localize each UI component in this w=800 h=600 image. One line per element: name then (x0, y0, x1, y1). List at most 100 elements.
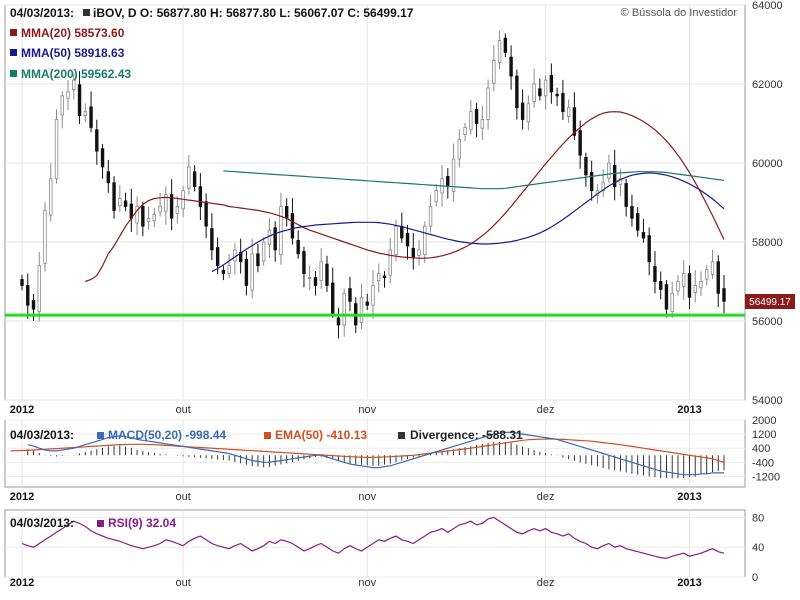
candle-body (123, 200, 128, 207)
time-tick-label: nov (358, 577, 376, 589)
macd-plot (10, 431, 725, 479)
grid-lines (5, 4, 745, 578)
time-tick-label: 2012 (10, 491, 34, 503)
ohlc-values: iBOV, D O: 56877.80 H: 56877.80 L: 56067… (93, 6, 414, 20)
macd-legend-swatch (97, 432, 104, 439)
candle-body (503, 37, 508, 53)
candle-body (158, 206, 162, 213)
price-tick-label: 56000 (752, 316, 783, 328)
candle-body (457, 138, 462, 160)
candle-body (566, 107, 571, 117)
candle-body (549, 74, 554, 93)
candle-body (60, 95, 64, 116)
candle-body (520, 102, 525, 120)
time-tick-label: 2012 (10, 577, 34, 589)
macd-header: 04/03/2013: MACD(50,20) -998.44 EMA(50) … (10, 428, 523, 442)
candle-body (238, 251, 243, 263)
candle-body (175, 206, 180, 214)
candle-body (687, 273, 692, 298)
candle-body (589, 172, 594, 192)
candle-body (486, 87, 490, 120)
candle-body (164, 194, 168, 212)
rsi-tick-label: 80 (752, 512, 764, 524)
rsi-tick-label: 40 (752, 542, 764, 554)
candle-body (492, 59, 496, 84)
candle-body (705, 269, 709, 280)
candle-body (388, 249, 392, 276)
candle-body (267, 229, 272, 245)
ma50-line (211, 172, 725, 273)
ohlc-legend-swatch (83, 9, 90, 16)
ma50-legend-swatch (10, 49, 17, 56)
candle-body (20, 279, 24, 286)
last-price-label: 56499.17 (745, 294, 795, 309)
candle-body (371, 285, 375, 306)
candle-body (423, 225, 427, 256)
candle-body (647, 235, 651, 263)
candle-body (43, 209, 47, 264)
time-tick-label: out (175, 577, 190, 589)
candle-body (572, 107, 577, 136)
candle-body (261, 241, 266, 262)
macd-line (27, 431, 724, 476)
macd-tick-label: 400 (752, 443, 770, 455)
candle-body (722, 288, 726, 302)
rsi-header: 04/03/2013: RSI(9) 32.04 (10, 516, 176, 530)
candle-body (664, 284, 669, 310)
ma200-line (223, 170, 725, 190)
rsi-tick-label: 0 (752, 572, 758, 584)
candle-body (659, 281, 663, 290)
last-price-value: 56499.17 (749, 297, 791, 308)
candlesticks (20, 30, 726, 339)
candle-body (169, 194, 174, 219)
candle-body (250, 253, 254, 291)
ma200-legend-swatch (10, 70, 17, 77)
candle-body (411, 247, 415, 259)
candle-body (273, 227, 277, 251)
candle-body (710, 261, 715, 275)
candle-body (204, 201, 208, 227)
candle-body (693, 285, 697, 293)
candle-body (480, 119, 485, 129)
candle-body (118, 198, 122, 207)
candle-body (584, 157, 588, 176)
time-tick-label: 2013 (677, 491, 701, 503)
divergence-legend: Divergence: -588.31 (410, 428, 523, 442)
rsi-legend-swatch (97, 520, 104, 527)
candle-body (509, 56, 513, 77)
candle-body (342, 292, 346, 326)
candle-body (54, 119, 59, 180)
candle-body (653, 266, 657, 282)
candle-body (106, 171, 111, 184)
candle-body (313, 277, 318, 286)
time-tick-label: dez (537, 404, 555, 416)
candle-body (152, 213, 157, 222)
candle-body (463, 127, 467, 135)
time-tick-label: nov (358, 491, 376, 503)
macd-legend: MACD(50,20) -998.44 (108, 428, 226, 442)
candle-body (451, 158, 456, 192)
candle-body (302, 251, 306, 274)
candle-body (244, 258, 249, 286)
candle-body (95, 129, 99, 152)
ma200-legend: MMA(200) 59562.43 (21, 67, 131, 81)
candle-body (526, 103, 531, 123)
macd-tick-label: -400 (752, 457, 774, 469)
candle-body (233, 249, 237, 262)
candle-body (515, 75, 519, 109)
candle-body (256, 253, 260, 267)
time-tick-label: 2013 (677, 404, 701, 416)
candle-body (635, 213, 640, 231)
candle-body (192, 171, 197, 188)
candle-body (394, 225, 398, 256)
ema-legend-swatch (264, 432, 271, 439)
candle-body (624, 183, 628, 207)
candle-body (290, 213, 295, 239)
price-tick-label: 60000 (752, 158, 783, 170)
candle-body (497, 40, 502, 64)
candle-body (359, 296, 364, 323)
time-tick-label: 2012 (10, 404, 34, 416)
watermark: © Bússola do Investidor (621, 7, 738, 19)
candle-body (682, 273, 686, 287)
